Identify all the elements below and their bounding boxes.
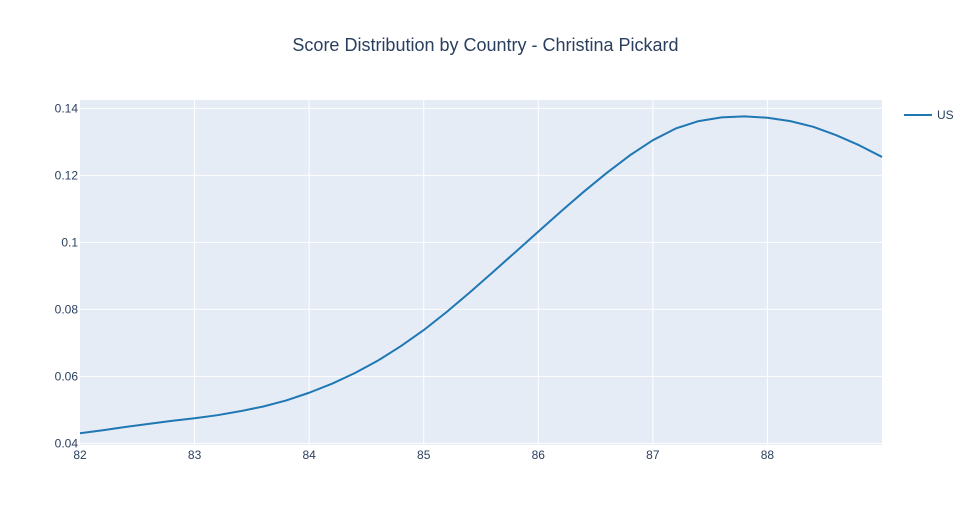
x-tick-label: 82 [73, 448, 87, 462]
y-tick-label: 0.14 [55, 101, 79, 115]
x-tick-label: 84 [302, 448, 316, 462]
chart-title: Score Distribution by Country - Christin… [292, 35, 678, 55]
plot-area [80, 100, 882, 445]
y-axis-ticks: 0.04 0.06 0.08 0.1 0.12 0.14 [55, 101, 79, 450]
series-line-us [79, 115, 883, 435]
x-tick-label: 88 [761, 448, 775, 462]
x-tick-label: 83 [188, 448, 202, 462]
grid-lines [80, 100, 882, 445]
x-axis-ticks: 82 83 84 85 86 87 88 [73, 448, 774, 462]
y-tick-label: 0.1 [61, 235, 78, 249]
data-layer [79, 115, 883, 435]
y-tick-label: 0.08 [55, 302, 79, 316]
x-tick-label: 85 [417, 448, 431, 462]
x-tick-label: 87 [646, 448, 660, 462]
y-tick-label: 0.04 [55, 436, 79, 450]
x-tick-label: 86 [532, 448, 546, 462]
y-tick-label: 0.12 [55, 168, 79, 182]
legend-label[interactable]: US [937, 108, 954, 122]
legend[interactable]: US [904, 108, 954, 122]
y-tick-label: 0.06 [55, 369, 79, 383]
